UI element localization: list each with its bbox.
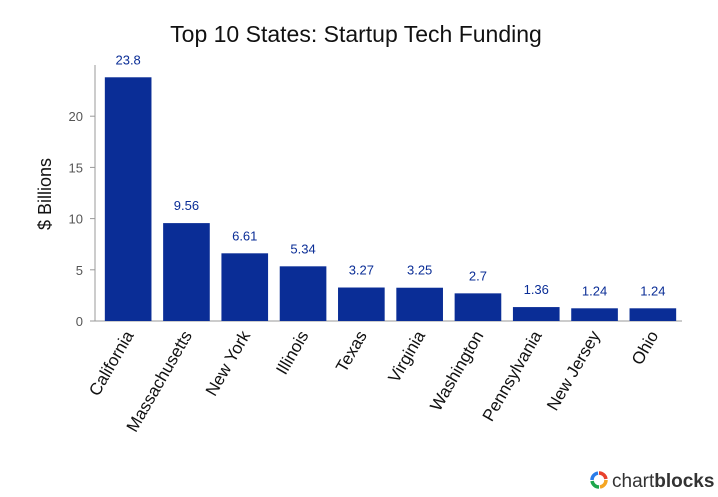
data-labels: 23.8 9.56 6.61 5.34 3.27 3.25 2.7 1.36 1.24 1.24: [115, 52, 665, 298]
chart-title: Top 10 States: Startup Tech Funding: [170, 21, 542, 47]
y-tick-label: 20: [69, 109, 83, 124]
bar-pennsylvania[interactable]: [512, 307, 560, 321]
x-tick-label: Ohio: [628, 328, 662, 369]
data-label: 23.8: [115, 52, 140, 67]
y-tick-label: 15: [69, 160, 83, 175]
bar-texas[interactable]: [338, 287, 385, 321]
x-tick-label: Texas: [332, 328, 371, 376]
data-label: 1.24: [582, 283, 607, 298]
x-tick-label: Washington: [426, 328, 487, 415]
x-tick-label: Virginia: [384, 327, 429, 386]
data-label: 5.34: [290, 241, 315, 256]
x-tick-label: New Jersey: [543, 327, 604, 414]
logo-arc: [598, 471, 608, 480]
bar-ohio[interactable]: [629, 308, 677, 321]
y-ticks: 0 5 10 15 20: [69, 109, 95, 329]
y-tick-label: 10: [69, 212, 83, 227]
bar-california[interactable]: [104, 77, 152, 322]
data-label: 3.27: [349, 263, 374, 278]
data-label: 9.56: [174, 198, 199, 213]
bars: [104, 77, 677, 322]
x-tick-label: Illinois: [272, 328, 312, 378]
svg-text:chartblocks: chartblocks: [612, 471, 714, 492]
y-tick-label: 5: [76, 263, 83, 278]
data-label: 1.36: [524, 282, 549, 297]
bar-washington[interactable]: [454, 293, 502, 321]
logo-arc: [599, 479, 608, 489]
data-label: 2.7: [469, 268, 487, 283]
x-tick-label: Pennsylvania: [479, 327, 546, 425]
data-label: 6.61: [232, 228, 257, 243]
bar-new-jersey[interactable]: [571, 308, 618, 321]
bar-illinois[interactable]: [279, 266, 327, 321]
y-tick-label: 0: [76, 314, 83, 329]
logo-arc: [590, 471, 599, 481]
data-label: 1.24: [640, 283, 665, 298]
x-tick-label: New York: [202, 327, 255, 399]
chartblocks-logo: chartblocks: [590, 471, 714, 492]
data-label: 3.25: [407, 263, 432, 278]
bar-new-york[interactable]: [221, 253, 269, 321]
bar-massachusetts[interactable]: [163, 223, 210, 321]
y-axis-label: $ Billions: [35, 158, 55, 230]
brand-text-light: chart: [612, 471, 655, 492]
logo-arc: [590, 480, 600, 489]
chartblocks-icon: [590, 471, 608, 489]
x-tick-label: California: [85, 327, 138, 399]
brand-text-bold: blocks: [654, 471, 714, 492]
bar-virginia[interactable]: [396, 287, 443, 321]
